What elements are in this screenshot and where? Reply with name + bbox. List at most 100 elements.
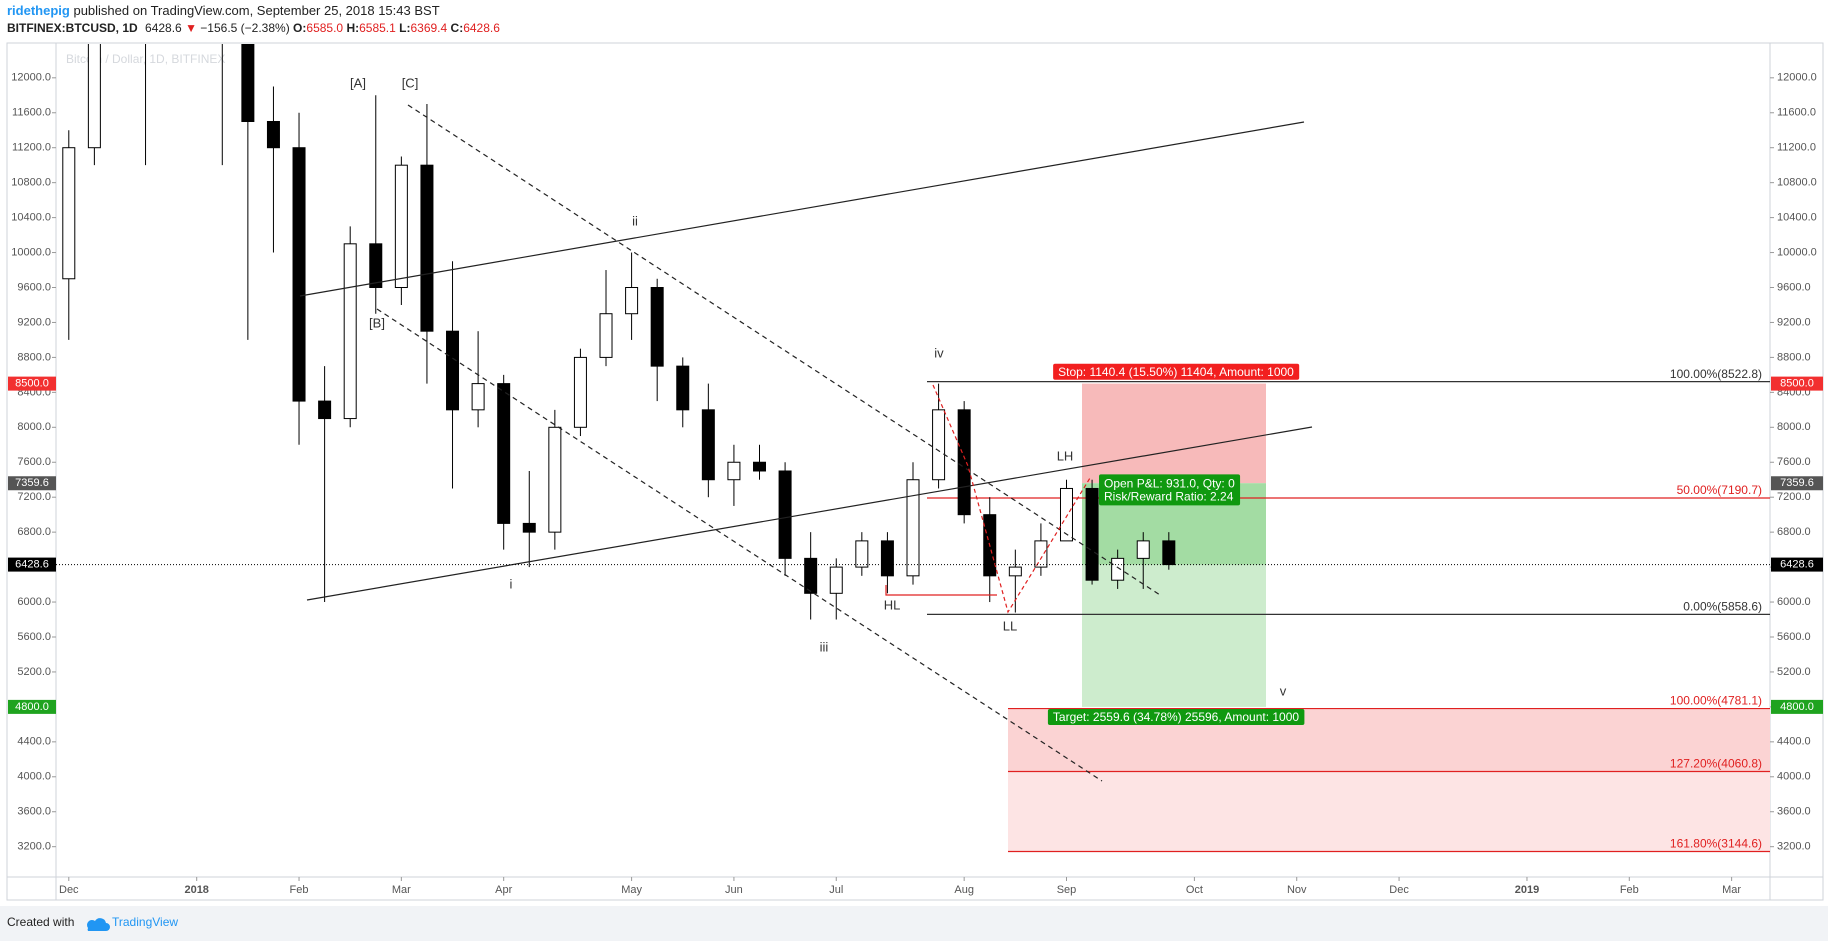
candle-body — [778, 470, 792, 559]
price-tag-label: 8500.0 — [15, 378, 49, 390]
symbol-line: BITFINEX:BTCUSD, 1D 6428.6 ▼ −156.5 (−2.… — [7, 21, 500, 35]
y-tick-label: 11600.0 — [12, 107, 51, 119]
plot — [62, 44, 1176, 620]
stop-label: Stop: 1140.4 (15.50%) 11404, Amount: 100… — [1058, 365, 1294, 379]
y-tick-label: 10400.0 — [11, 212, 51, 224]
fib-label: 100.00%(8522.8) — [1670, 367, 1762, 381]
x-tick-label: Nov — [1287, 884, 1307, 896]
price-tag — [8, 557, 56, 572]
footer-brand: TradingView — [112, 915, 178, 929]
candle-body — [957, 409, 971, 516]
candle-body — [522, 522, 536, 533]
candle-body — [1034, 540, 1048, 568]
last: 6428.6 — [145, 21, 182, 35]
y-tick-label: 4400.0 — [17, 736, 51, 748]
candle-body — [266, 120, 280, 149]
candle-body — [446, 330, 460, 411]
candle-body — [753, 461, 767, 472]
y-tick-label: 3600.0 — [1777, 806, 1811, 818]
candle-body — [1085, 487, 1099, 581]
footer-created: Created with — [7, 915, 74, 929]
y-tick-label: 7200.0 — [17, 491, 51, 503]
fib-label: 0.00%(5858.6) — [1683, 600, 1762, 614]
wave-label: iii — [820, 639, 829, 654]
y-tick-label: 7200.0 — [1777, 491, 1811, 503]
y-tick-label: 12000.0 — [11, 72, 51, 84]
x-tick-label: Jun — [725, 884, 743, 896]
ohlc-key: O: — [293, 21, 306, 35]
candle-body — [1136, 540, 1150, 559]
y-tick-label: 5200.0 — [1777, 666, 1811, 678]
y-tick-label: 10800.0 — [11, 177, 51, 189]
y-tick-label: 5200.0 — [17, 666, 51, 678]
trendline — [376, 308, 1103, 782]
rr-label: Risk/Reward Ratio: 2.24 — [1104, 489, 1234, 503]
candle-body — [906, 479, 920, 577]
change: −156.5 (−2.38%) — [200, 21, 289, 35]
y-tick-label: 9600.0 — [17, 281, 51, 293]
ohlc-value: 6585.1 — [359, 21, 396, 35]
candle-body — [343, 243, 357, 420]
price-tag-label: 4800.0 — [15, 701, 49, 713]
ohlc-value: 6585.0 — [306, 21, 343, 35]
zigzag — [932, 384, 1091, 614]
y-tick-label: 11200.0 — [12, 142, 51, 154]
x-tick-label: Mar — [392, 884, 411, 896]
trendline — [407, 104, 1161, 596]
wave-label: [A] — [350, 75, 366, 90]
ohlc-value: 6369.4 — [410, 21, 447, 35]
wave-label: LH — [1057, 448, 1074, 463]
candle-body — [241, 44, 255, 122]
logo — [86, 918, 110, 931]
x-tick-label: May — [621, 884, 642, 896]
y-tick-label: 4400.0 — [1777, 736, 1811, 748]
fib-label: 161.80%(3144.6) — [1670, 837, 1762, 851]
price-tag-label: 7359.6 — [15, 477, 49, 489]
wave-label: iv — [934, 345, 944, 360]
candle-body — [497, 383, 511, 524]
y-tick-label: 8800.0 — [1777, 351, 1811, 363]
candle-body — [650, 287, 664, 367]
candle-body — [932, 409, 946, 481]
footer-bg — [0, 906, 1828, 941]
candle-body — [701, 409, 715, 481]
price-tag — [1771, 557, 1823, 572]
y-tick-label: 5600.0 — [17, 631, 51, 643]
candle-body — [1111, 557, 1125, 581]
candle-body — [1008, 566, 1022, 577]
y-tick-label: 10000.0 — [11, 246, 51, 258]
x-tick-label: 2018 — [184, 884, 208, 896]
fib-label: 50.00%(7190.7) — [1677, 483, 1762, 497]
fib-label: 100.00%(4781.1) — [1670, 694, 1762, 708]
x-tick-label: Apr — [495, 884, 512, 896]
ohlc-key: L: — [399, 21, 410, 35]
candle-body — [727, 461, 741, 481]
y-tick-label: 5600.0 — [1777, 631, 1811, 643]
candle-body — [676, 365, 690, 411]
y-tick-label: 10800.0 — [1777, 177, 1817, 189]
candle-body — [855, 540, 869, 568]
trendline — [306, 426, 1313, 601]
y-tick-label: 9200.0 — [17, 316, 51, 328]
x-tick-label: Dec — [59, 884, 79, 896]
ohlc-key: C: — [451, 21, 464, 35]
candle-body — [804, 557, 818, 594]
candle-body — [394, 164, 408, 289]
pnl-label: Open P&L: 931.0, Qty: 0 — [1104, 476, 1235, 490]
stop-zone — [1082, 383, 1266, 484]
wave-label: [B] — [369, 315, 385, 330]
candle-body — [1059, 487, 1073, 542]
y-tick-label: 8000.0 — [1777, 421, 1811, 433]
x-tick-label: Feb — [290, 884, 309, 896]
y-tick-label: 10400.0 — [1777, 212, 1817, 224]
zones — [927, 381, 1770, 853]
price-tag — [1771, 376, 1823, 391]
trendlines — [299, 104, 1313, 782]
y-tick-label: 6800.0 — [17, 526, 51, 538]
target-label: Target: 2559.6 (34.78%) 25596, Amount: 1… — [1053, 710, 1300, 724]
candle-body — [880, 540, 894, 577]
frame — [6, 42, 1824, 901]
hl-line — [885, 585, 997, 596]
